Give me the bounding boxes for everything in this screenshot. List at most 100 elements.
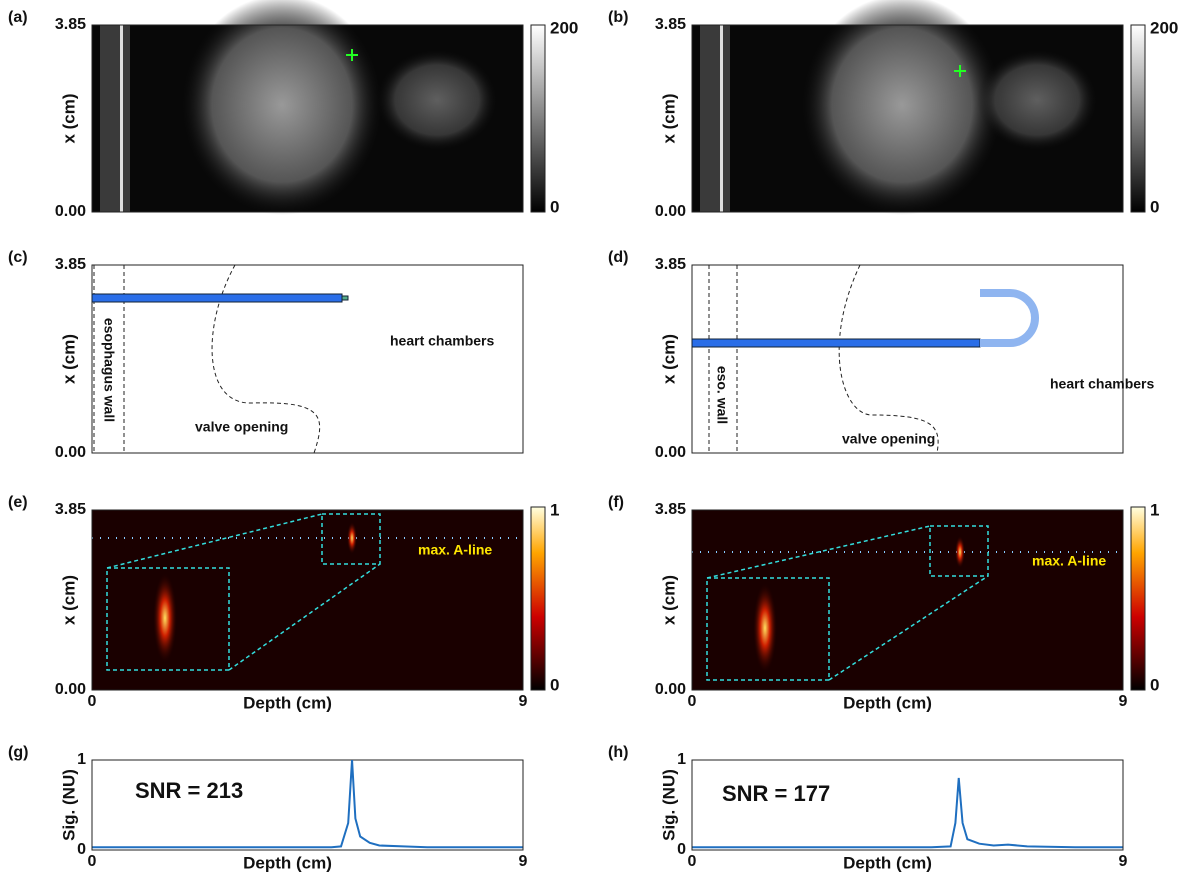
image-cloud (182, 0, 382, 215)
annotation: eso. wall (714, 366, 730, 424)
plot-frame (691, 759, 1124, 851)
annotation: max. A-line (1032, 553, 1106, 569)
y-tick-label: 3.85 (55, 16, 86, 33)
panel-label: (h) (608, 744, 628, 761)
image-cloud (377, 50, 497, 150)
colorbar-tick-label: 0 (1150, 675, 1159, 694)
plot-frame (91, 24, 524, 213)
colorbar-tick-label: 1 (550, 500, 559, 519)
y-tick-label: 3.85 (55, 501, 86, 518)
y-tick-label: 3.85 (655, 501, 686, 518)
catheter (691, 338, 981, 348)
x-tick-label: 0 (88, 693, 97, 710)
signal-spot (955, 536, 965, 568)
x-axis-label: Depth (cm) (243, 693, 332, 712)
x-tick-label: 0 (688, 693, 697, 710)
y-axis-label: x (cm) (59, 93, 78, 143)
inset-spot (153, 573, 177, 663)
image-cloud (977, 50, 1097, 150)
x-axis-label: Depth (cm) (843, 853, 932, 872)
colorbar-tick-label: 0 (550, 675, 559, 694)
image-band (100, 25, 130, 212)
panel-label: (g) (8, 744, 28, 761)
panel-label: (a) (8, 9, 28, 26)
colorbar (1130, 506, 1146, 691)
zoom-box (321, 513, 381, 565)
y-tick-label: 1 (77, 751, 86, 768)
x-axis-label: Depth (cm) (843, 693, 932, 712)
signal-spot (347, 522, 357, 554)
annotation: SNR = 213 (135, 778, 243, 803)
y-tick-label: 0.00 (55, 444, 86, 461)
colorbar (1130, 24, 1146, 213)
annotation: heart chambers (390, 333, 494, 349)
x-tick-label: 9 (1119, 693, 1128, 710)
annotation: valve opening (842, 431, 935, 447)
y-tick-label: 0 (77, 841, 86, 858)
y-tick-label: 1 (677, 751, 686, 768)
x-axis-label: Depth (cm) (243, 853, 332, 872)
marker-cross (954, 65, 966, 77)
panel-label: (b) (608, 9, 628, 26)
y-axis-label: x (cm) (659, 334, 678, 384)
colorbar-tick-label: 1 (1150, 500, 1159, 519)
zoom-lines (706, 525, 989, 681)
y-tick-label: 0.00 (55, 203, 86, 220)
colorbar-tick-label: 200 (1150, 18, 1178, 37)
zoom-box (929, 525, 989, 577)
y-axis-label: Sig. (NU) (659, 769, 678, 841)
y-tick-label: 0.00 (655, 681, 686, 698)
y-axis-label: x (cm) (659, 575, 678, 625)
x-tick-label: 9 (519, 693, 528, 710)
colorbar (530, 24, 546, 213)
y-tick-label: 0 (677, 841, 686, 858)
y-tick-label: 0.00 (655, 444, 686, 461)
inset-spot (753, 583, 777, 673)
marker-cross (346, 49, 358, 61)
x-tick-label: 9 (1119, 853, 1128, 870)
diagram-frame (691, 264, 1124, 454)
catheter-tip (980, 289, 1039, 347)
annotation: max. A-line (418, 542, 492, 558)
image-cloud (802, 0, 1002, 215)
annotation: esophagus wall (101, 318, 117, 422)
y-axis-label: x (cm) (59, 575, 78, 625)
colorbar-tick-label: 0 (550, 197, 559, 216)
colorbar-tick-label: 0 (1150, 197, 1159, 216)
valve-curve (211, 264, 321, 454)
y-tick-label: 3.85 (55, 256, 86, 273)
x-tick-label: 0 (88, 853, 97, 870)
annotation: valve opening (195, 419, 288, 435)
y-tick-label: 0.00 (655, 203, 686, 220)
y-tick-label: 0.00 (55, 681, 86, 698)
y-tick-label: 3.85 (655, 16, 686, 33)
plot-frame (91, 759, 524, 851)
image-band (120, 25, 123, 212)
image-band (720, 25, 723, 212)
y-axis-label: x (cm) (59, 334, 78, 384)
catheter (91, 293, 343, 303)
annotation: heart chambers (1050, 376, 1154, 392)
signal-line (92, 759, 523, 849)
signal-line (692, 777, 1123, 849)
x-tick-label: 9 (519, 853, 528, 870)
panel-label: (f) (608, 494, 624, 511)
plot-frame (91, 509, 524, 691)
plot-frame (691, 24, 1124, 213)
annotation: SNR = 177 (722, 781, 830, 806)
colorbar (530, 506, 546, 691)
zoom-lines (106, 513, 381, 671)
diagram-frame (91, 264, 524, 454)
x-tick-label: 0 (688, 853, 697, 870)
plot-frame (691, 509, 1124, 691)
y-axis-label: x (cm) (659, 93, 678, 143)
panel-label: (e) (8, 494, 28, 511)
catheter-tip (341, 295, 349, 301)
y-axis-label: Sig. (NU) (59, 769, 78, 841)
valve-curve (838, 264, 939, 454)
image-band (700, 25, 730, 212)
colorbar-tick-label: 200 (550, 18, 578, 37)
y-tick-label: 3.85 (655, 256, 686, 273)
